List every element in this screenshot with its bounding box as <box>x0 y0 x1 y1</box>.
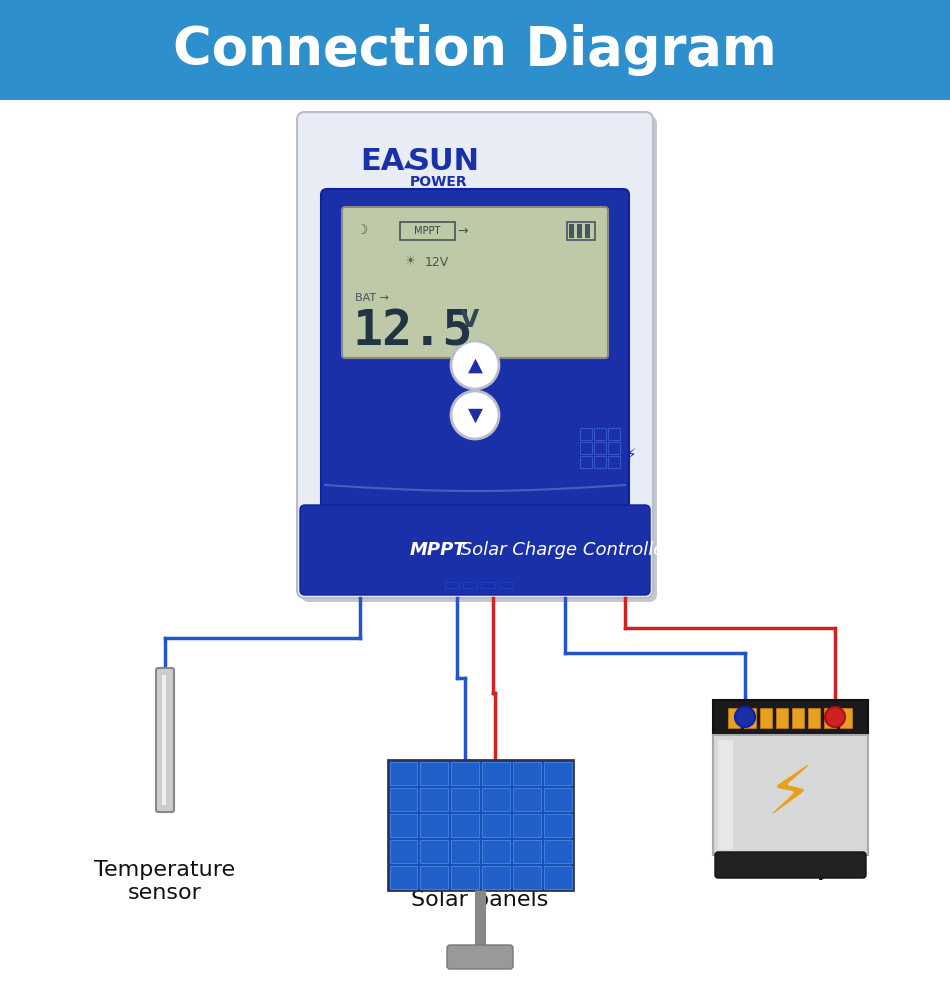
Bar <box>482 762 510 784</box>
Bar <box>808 708 820 728</box>
Text: Connection Diagram: Connection Diagram <box>173 24 777 76</box>
Bar <box>420 839 448 863</box>
Bar <box>513 762 541 784</box>
FancyBboxPatch shape <box>713 700 868 735</box>
Bar <box>451 762 479 784</box>
Circle shape <box>451 341 499 389</box>
Text: Solar Charge Controller: Solar Charge Controller <box>455 541 672 559</box>
Text: SUN: SUN <box>408 148 480 176</box>
Bar <box>513 787 541 811</box>
Bar <box>513 814 541 836</box>
Bar <box>543 839 572 863</box>
Bar <box>420 762 448 784</box>
Bar <box>420 787 448 811</box>
Bar <box>567 222 595 240</box>
Bar <box>543 787 572 811</box>
Bar <box>390 762 417 784</box>
Bar <box>390 839 417 863</box>
Bar <box>390 866 417 889</box>
Bar <box>744 708 756 728</box>
Bar <box>482 814 510 836</box>
Text: BAT →: BAT → <box>355 293 389 303</box>
FancyBboxPatch shape <box>300 505 650 595</box>
Bar <box>569 224 574 238</box>
Text: Solar panels: Solar panels <box>411 890 549 910</box>
Bar <box>420 814 448 836</box>
FancyBboxPatch shape <box>297 112 653 598</box>
Bar <box>594 456 606 468</box>
Bar <box>760 708 772 728</box>
Bar <box>840 708 852 728</box>
Bar <box>390 787 417 811</box>
Text: ▲: ▲ <box>404 159 412 169</box>
Bar <box>718 740 733 850</box>
Bar <box>445 582 459 588</box>
FancyBboxPatch shape <box>321 189 629 516</box>
Bar <box>580 442 592 454</box>
Bar <box>463 582 477 588</box>
Bar <box>608 428 620 440</box>
FancyBboxPatch shape <box>342 207 608 358</box>
Bar <box>728 708 740 728</box>
FancyBboxPatch shape <box>715 852 866 878</box>
Circle shape <box>735 707 755 727</box>
Text: V: V <box>461 308 480 332</box>
FancyBboxPatch shape <box>301 116 657 602</box>
Bar <box>390 814 417 836</box>
Text: ▼: ▼ <box>467 405 483 424</box>
Bar <box>482 866 510 889</box>
Bar <box>451 866 479 889</box>
Text: ☀: ☀ <box>405 256 416 269</box>
Bar <box>776 708 788 728</box>
Bar <box>580 456 592 468</box>
Bar <box>0 0 950 100</box>
Text: ▲: ▲ <box>467 355 483 375</box>
Text: Temperature
sensor: Temperature sensor <box>94 860 236 903</box>
Bar <box>451 787 479 811</box>
Bar <box>451 814 479 836</box>
Bar <box>585 224 590 238</box>
Bar <box>482 787 510 811</box>
FancyBboxPatch shape <box>156 668 174 812</box>
Bar <box>481 582 495 588</box>
FancyBboxPatch shape <box>713 735 868 855</box>
Bar <box>543 866 572 889</box>
Text: ⚡: ⚡ <box>626 447 637 461</box>
Text: Battery: Battery <box>749 860 831 880</box>
Text: EA: EA <box>360 148 405 176</box>
Bar <box>420 866 448 889</box>
Bar <box>594 428 606 440</box>
Text: ☽: ☽ <box>357 223 369 236</box>
Text: POWER: POWER <box>410 175 467 189</box>
Text: 12.5: 12.5 <box>352 308 473 356</box>
Circle shape <box>451 391 499 439</box>
Bar <box>499 582 513 588</box>
Bar <box>594 442 606 454</box>
Text: ⚡: ⚡ <box>767 762 813 828</box>
Bar <box>162 675 166 805</box>
Bar <box>482 839 510 863</box>
Text: MPPT: MPPT <box>410 541 466 559</box>
Bar <box>577 224 582 238</box>
Text: MPPT: MPPT <box>414 226 440 236</box>
Bar <box>388 760 573 890</box>
Bar <box>513 866 541 889</box>
Bar <box>608 442 620 454</box>
Bar <box>543 814 572 836</box>
Circle shape <box>825 707 845 727</box>
Bar <box>824 708 836 728</box>
Bar <box>400 222 455 240</box>
FancyBboxPatch shape <box>447 945 513 969</box>
Bar <box>513 839 541 863</box>
Bar <box>608 456 620 468</box>
Text: →: → <box>458 224 468 237</box>
Bar <box>543 762 572 784</box>
Bar <box>580 428 592 440</box>
Bar <box>792 708 804 728</box>
Bar <box>451 839 479 863</box>
Text: 12V: 12V <box>425 256 449 269</box>
